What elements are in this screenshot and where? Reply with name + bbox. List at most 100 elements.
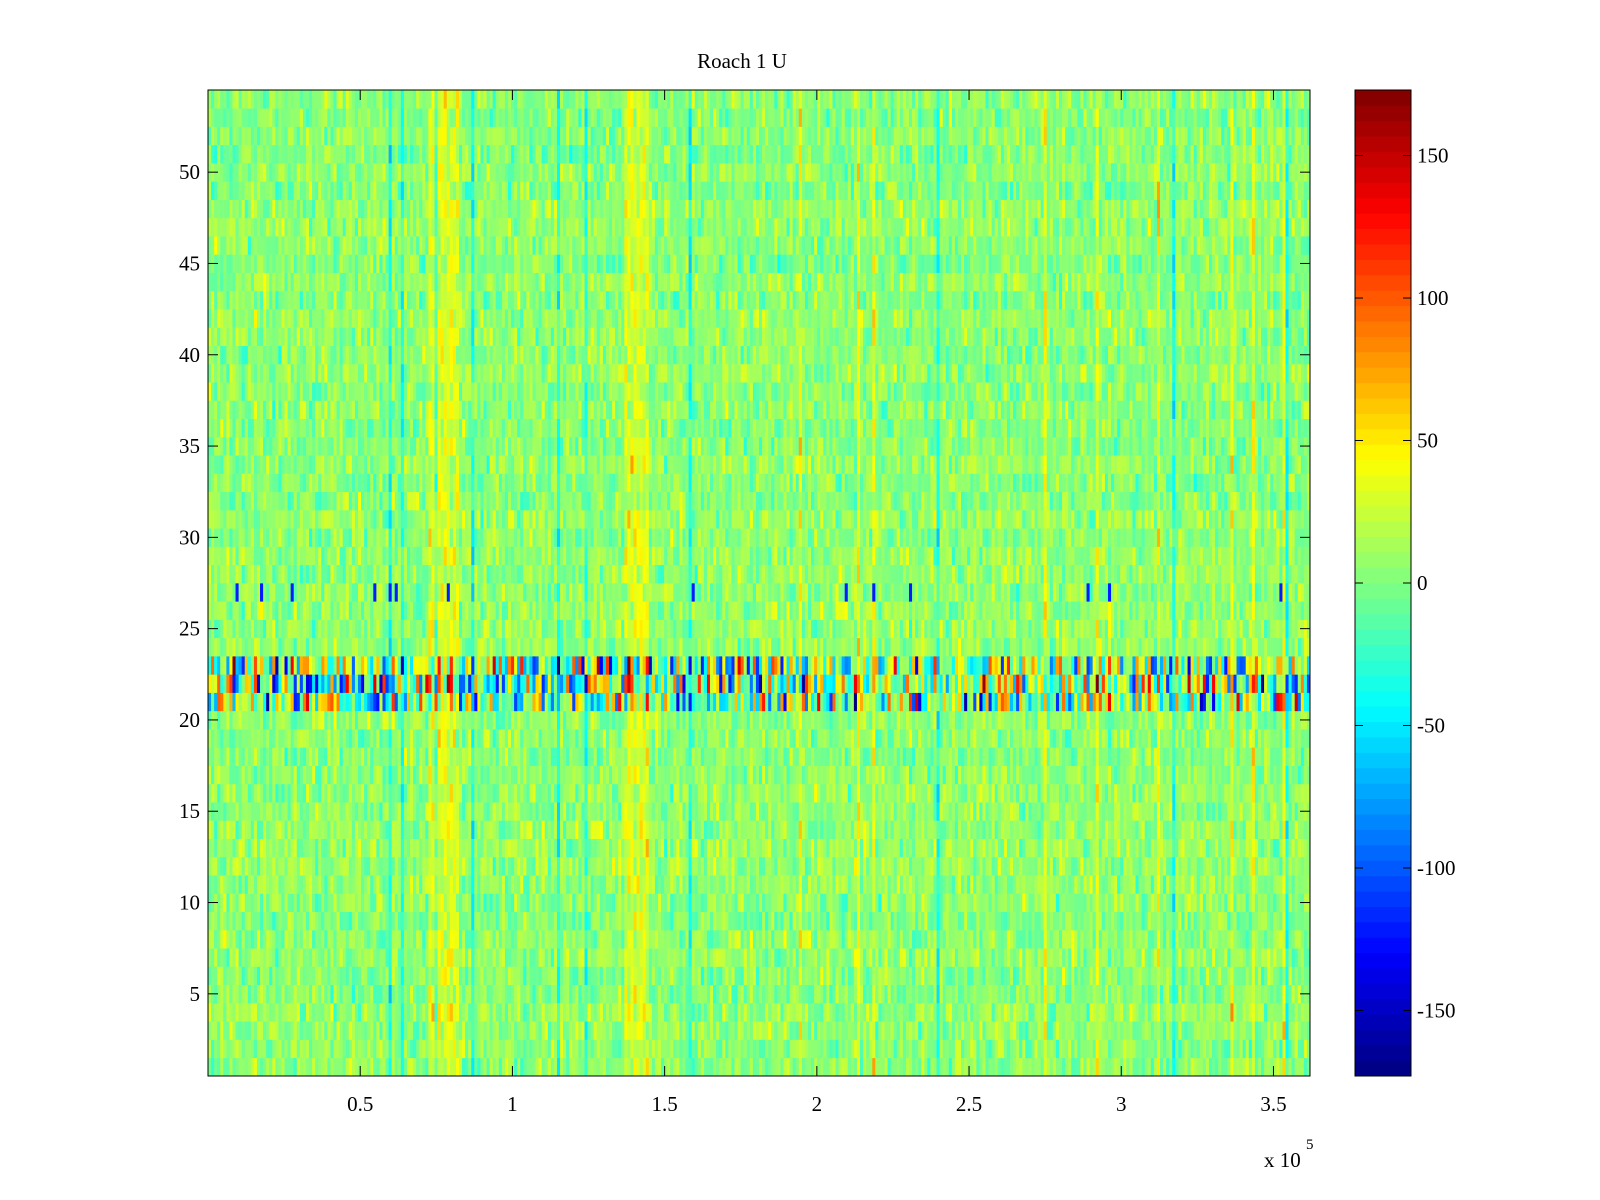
heatmap-cell <box>312 838 316 858</box>
heatmap-cell <box>1282 838 1286 858</box>
heatmap-cell <box>455 1002 460 1022</box>
heatmap-cell <box>872 1002 876 1022</box>
heatmap-cell <box>982 929 986 949</box>
heatmap-cell <box>1098 820 1103 839</box>
heatmap-cell <box>480 875 484 894</box>
heatmap-cell <box>893 875 898 894</box>
heatmap-cell <box>673 948 677 967</box>
heatmap-cell <box>244 1002 249 1022</box>
heatmap-cell <box>287 820 291 839</box>
heatmap-cell <box>511 1002 515 1022</box>
heatmap-cell <box>737 1021 741 1040</box>
heatmap-cell <box>1046 856 1051 876</box>
heatmap-cell <box>235 966 239 986</box>
heatmap-cell <box>465 893 469 913</box>
heatmap-cell <box>281 929 285 949</box>
heatmap-cell <box>902 929 907 949</box>
heatmap-cell <box>688 856 692 876</box>
heatmap-cell <box>1199 1039 1204 1059</box>
heatmap-cell <box>1095 838 1100 858</box>
heatmap-cell <box>1086 838 1090 858</box>
heatmap-cell <box>1248 911 1253 931</box>
heatmap-cell <box>541 1039 546 1059</box>
heatmap-cell <box>382 948 386 967</box>
heatmap-cell <box>498 1021 503 1040</box>
heatmap-cell <box>866 838 870 858</box>
heatmap-cell <box>247 1057 252 1077</box>
heatmap-cell <box>847 1021 852 1040</box>
heatmap-cell <box>348 1057 353 1077</box>
heatmap-cell <box>1245 929 1250 949</box>
heatmap-cell <box>1040 984 1045 1004</box>
heatmap-cell <box>523 948 527 967</box>
heatmap-cell <box>1046 820 1051 839</box>
heatmap-cell <box>357 820 362 839</box>
heatmap-cell <box>397 911 402 931</box>
heatmap-cell <box>912 911 916 931</box>
heatmap-cell <box>786 1057 790 1077</box>
heatmap-cell <box>556 911 561 931</box>
heatmap-cell <box>783 875 787 894</box>
heatmap-cell <box>1242 893 1247 913</box>
heatmap-cell <box>1233 1039 1237 1059</box>
heatmap-cell <box>312 1002 316 1022</box>
heatmap-cell <box>406 856 411 876</box>
heatmap-cell <box>1000 948 1005 967</box>
heatmap-cell <box>260 1057 264 1077</box>
heatmap-cell <box>991 838 996 858</box>
heatmap-cell <box>798 948 803 967</box>
heatmap-cell <box>1147 838 1152 858</box>
heatmap-cell <box>703 966 708 986</box>
heatmap-cell <box>826 875 830 894</box>
heatmap-cell <box>771 1021 775 1040</box>
heatmap-cell <box>636 1021 640 1040</box>
heatmap-cell <box>556 1021 561 1040</box>
heatmap-cell <box>1028 1057 1032 1077</box>
heatmap-cell <box>1239 1002 1243 1022</box>
heatmap-cell <box>446 966 451 986</box>
heatmap-cell <box>235 1057 239 1077</box>
heatmap-cell <box>985 875 989 894</box>
heatmap-cell <box>890 911 895 931</box>
heatmap-cell <box>477 911 481 931</box>
heatmap-cell <box>719 893 723 913</box>
heatmap-cell <box>1089 856 1094 876</box>
heatmap-cell <box>823 966 827 986</box>
heatmap-cell <box>768 875 772 894</box>
heatmap-cell <box>1273 875 1277 894</box>
heatmap-cell <box>817 929 821 949</box>
heatmap-cell <box>529 856 533 876</box>
heatmap-cell <box>994 966 999 986</box>
heatmap-cell <box>376 1002 380 1022</box>
heatmap-cell <box>517 1021 521 1040</box>
heatmap-cell <box>896 1039 901 1059</box>
heatmap-cell <box>774 966 778 986</box>
heatmap-cell <box>324 966 328 986</box>
heatmap-cell <box>391 984 396 1004</box>
heatmap-cell <box>1095 929 1100 949</box>
heatmap-cell <box>431 929 435 949</box>
heatmap-cell <box>970 1039 974 1059</box>
heatmap-cell <box>1153 875 1158 894</box>
heatmap-cell <box>1297 875 1302 894</box>
heatmap-cell <box>1101 911 1106 931</box>
heatmap-cell <box>841 1057 846 1077</box>
heatmap-cell <box>798 929 803 949</box>
heatmap-cell <box>783 820 787 839</box>
heatmap-cell <box>1025 875 1029 894</box>
heatmap-cell <box>1257 893 1262 913</box>
heatmap-cell <box>1074 1057 1078 1077</box>
heatmap-cell <box>318 984 322 1004</box>
heatmap-cell <box>967 1039 971 1059</box>
heatmap-cell <box>1010 838 1014 858</box>
heatmap-cell <box>492 966 497 986</box>
heatmap-cell <box>220 856 224 876</box>
heatmap-cell <box>605 1021 610 1040</box>
heatmap-cell <box>933 911 937 931</box>
heatmap-cell <box>541 1002 546 1022</box>
heatmap-cell <box>324 1057 328 1077</box>
heatmap-cell <box>645 1057 650 1077</box>
heatmap-cell <box>654 1039 659 1059</box>
heatmap-cell <box>1077 984 1081 1004</box>
heatmap-cell <box>847 911 852 931</box>
